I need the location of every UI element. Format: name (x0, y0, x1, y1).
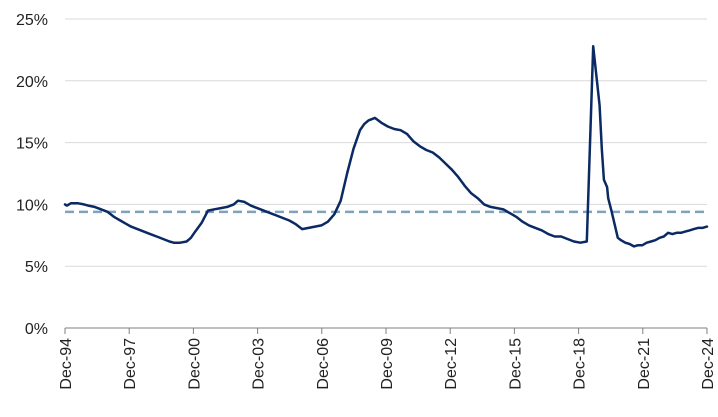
y-tick-label-5: 25% (16, 12, 48, 29)
x-tick-label-3: Dec-03 (251, 338, 268, 390)
x-tick-label-1: Dec-97 (122, 338, 139, 390)
x-tick-label-7: Dec-15 (507, 338, 524, 390)
x-axis-tick-labels: Dec-94 Dec-97 Dec-00 Dec-03 Dec-06 Dec-09 Dec-… (58, 338, 717, 390)
x-tick-label-9: Dec-21 (636, 338, 653, 390)
y-tick-label-3: 15% (16, 136, 48, 153)
x-axis-ticks (64, 328, 708, 334)
x-tick-label-8: Dec-18 (572, 338, 589, 390)
x-tick-label-6: Dec-12 (443, 338, 460, 390)
series-line-0 (63, 44, 709, 248)
x-tick-label-10: Dec-24 (700, 338, 717, 390)
y-tick-label-0: 0% (25, 321, 48, 338)
y-tick-label-1: 5% (25, 259, 48, 276)
x-tick-label-5: Dec-09 (379, 338, 396, 390)
y-axis-tick-labels: 0% 5% 10% 15% 20% 25% (16, 12, 48, 338)
gridlines (65, 18, 707, 267)
x-tick-label-4: Dec-06 (315, 338, 332, 390)
x-tick-label-0: Dec-94 (58, 338, 75, 390)
y-tick-label-2: 10% (16, 197, 48, 214)
series-group (63, 44, 709, 248)
y-tick-label-4: 20% (16, 74, 48, 91)
x-tick-label-2: Dec-00 (186, 338, 203, 390)
